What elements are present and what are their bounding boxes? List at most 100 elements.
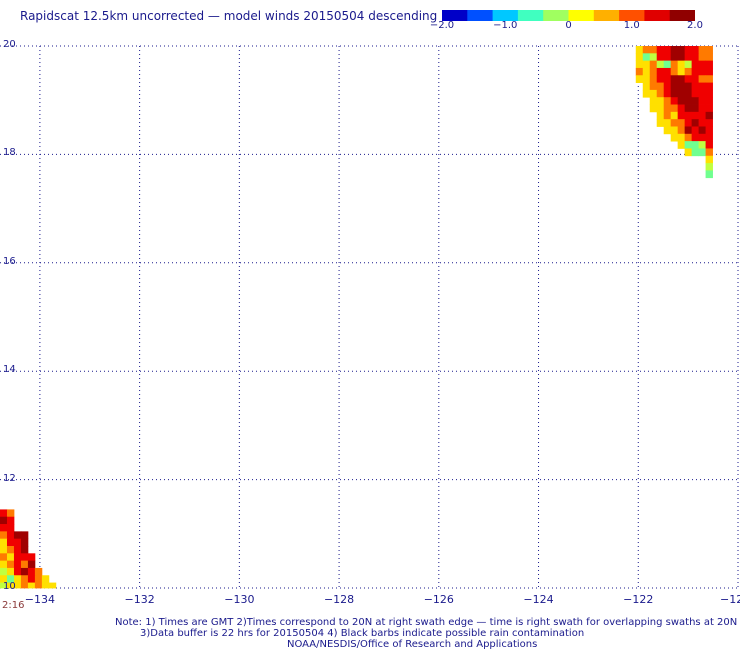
wind-cell xyxy=(20,553,29,562)
wind-cell xyxy=(0,531,8,540)
colorbar-tick-label: 0 xyxy=(565,20,572,31)
wind-cell xyxy=(691,119,700,127)
wind-cell xyxy=(684,119,693,127)
wind-cell xyxy=(20,545,29,554)
latitude-label: 16 xyxy=(3,255,16,267)
wind-cell xyxy=(20,567,29,576)
wind-cell xyxy=(670,126,679,135)
wind-cell xyxy=(684,97,693,105)
wind-cell xyxy=(684,60,693,69)
wind-cell xyxy=(705,46,713,54)
longitude-label: −132 xyxy=(124,593,155,606)
wind-cell xyxy=(670,97,679,105)
wind-cell xyxy=(48,582,57,589)
wind-cell xyxy=(684,89,693,98)
wind-cell xyxy=(691,46,700,54)
colorbar-segment xyxy=(593,10,620,21)
wind-cell xyxy=(698,141,706,149)
wind-cell xyxy=(13,560,22,569)
wind-cell xyxy=(0,575,8,583)
wind-cell xyxy=(656,60,665,69)
wind-cell xyxy=(670,89,679,98)
wind-cell xyxy=(691,75,700,83)
wind-cell xyxy=(670,104,679,113)
wind-cell xyxy=(649,75,658,83)
longitude-label: −124 xyxy=(523,593,554,606)
wind-cell xyxy=(670,46,679,54)
colorbar-segment xyxy=(644,10,671,21)
wind-cell xyxy=(656,75,665,83)
wind-cell xyxy=(698,97,706,105)
wind-cell xyxy=(705,67,713,76)
wind-cell xyxy=(0,524,8,532)
wind-cell xyxy=(663,53,672,62)
wind-cell xyxy=(698,46,706,54)
colorbar-segment xyxy=(669,10,695,21)
wind-cell xyxy=(698,89,706,98)
wind-cell xyxy=(705,133,713,142)
wind-cell xyxy=(656,111,665,120)
wind-cell xyxy=(656,67,665,76)
wind-cell xyxy=(6,509,15,518)
wind-cell xyxy=(691,89,700,98)
wind-cell xyxy=(663,75,672,83)
wind-cell xyxy=(6,531,15,540)
wind-cell xyxy=(684,46,693,54)
wind-cell xyxy=(698,104,706,113)
wind-cell xyxy=(705,111,713,120)
colorbar-segment xyxy=(568,10,595,21)
swath-time-label: 2:16 xyxy=(2,600,25,611)
note-line-3: NOAA/NESDIS/Office of Research and Appli… xyxy=(287,639,538,650)
wind-cell xyxy=(691,126,700,135)
wind-cell xyxy=(656,46,665,54)
wind-cell xyxy=(663,126,672,135)
wind-cell xyxy=(705,148,713,157)
wind-cell xyxy=(642,89,651,98)
colorbar-segment xyxy=(517,10,544,21)
wind-cell xyxy=(698,133,706,142)
wind-cell xyxy=(34,567,43,576)
wind-cell xyxy=(6,567,15,576)
wind-cell xyxy=(649,89,658,98)
colorbar-tick-label: 2.0 xyxy=(687,20,703,31)
wind-cell xyxy=(656,97,665,105)
wind-cell xyxy=(698,111,706,120)
wind-cell xyxy=(27,567,36,576)
wind-cell xyxy=(677,60,686,69)
wind-cell xyxy=(6,516,15,525)
colorbar-segment xyxy=(442,10,468,21)
wind-cell xyxy=(635,53,644,62)
wind-cell xyxy=(705,82,713,91)
wind-cell xyxy=(642,60,651,69)
wind-cell xyxy=(670,53,679,62)
wind-cell xyxy=(677,104,686,113)
wind-cell xyxy=(0,516,8,525)
longitude-label: −134 xyxy=(24,593,55,606)
wind-cell xyxy=(41,575,50,583)
wind-cell xyxy=(20,560,29,569)
wind-cell xyxy=(635,46,644,54)
wind-cell xyxy=(663,46,672,54)
wind-cell xyxy=(698,119,706,127)
longitude-label: −126 xyxy=(423,593,454,606)
wind-cell xyxy=(13,575,22,583)
wind-cell xyxy=(670,75,679,83)
wind-cell xyxy=(6,553,15,562)
colorbar-segment xyxy=(467,10,494,21)
colorbar-segment xyxy=(543,10,569,21)
wind-cell xyxy=(656,89,665,98)
wind-cell xyxy=(649,60,658,69)
wind-cell xyxy=(6,545,15,554)
wind-cell xyxy=(635,75,644,83)
wind-cell xyxy=(684,148,693,157)
wind-cell xyxy=(684,82,693,91)
wind-cell xyxy=(677,67,686,76)
wind-cell xyxy=(691,82,700,91)
wind-cell xyxy=(663,60,672,69)
wind-cell xyxy=(705,104,713,113)
wind-cell xyxy=(705,119,713,127)
map-title: Rapidscat 12.5km uncorrected — model win… xyxy=(20,9,438,23)
colorbar xyxy=(442,10,695,21)
latitude-label: 10 xyxy=(3,581,16,592)
wind-cell xyxy=(698,148,706,157)
